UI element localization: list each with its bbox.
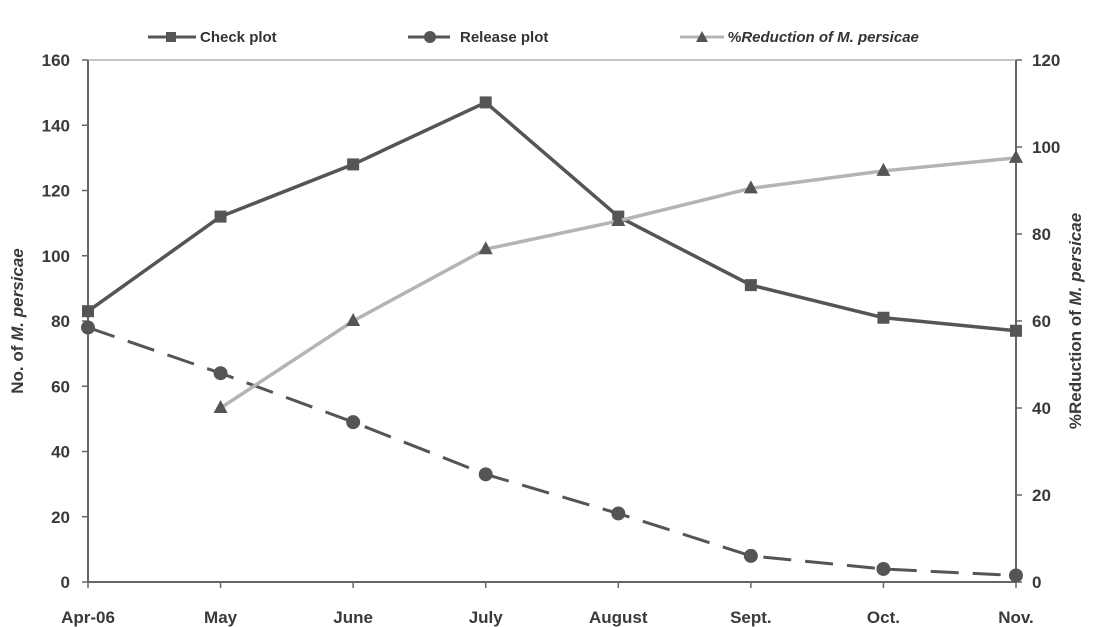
release-plot-point — [876, 561, 891, 576]
y-tick-label: 120 — [42, 182, 70, 201]
release-plot-point — [213, 366, 228, 381]
legend-release-plot-label: Release plot — [460, 29, 548, 46]
release-plot-point — [743, 548, 758, 563]
reduction-point — [1009, 149, 1023, 163]
reduction-point — [478, 241, 493, 255]
y-tick-label: 60 — [51, 377, 70, 396]
y-axis-title: No. of M. persicae — [8, 248, 27, 394]
x-tick-label: August — [589, 608, 648, 627]
y2-tick-label: 80 — [1032, 225, 1051, 244]
y2-tick-label: 120 — [1032, 51, 1060, 70]
legend-check-plot-label: Check plot — [200, 29, 277, 46]
y-tick-label: 20 — [51, 508, 70, 527]
y2-tick-label: 20 — [1032, 486, 1051, 505]
check-plot-point — [877, 311, 890, 324]
reduction-point — [743, 180, 758, 194]
reduction-point — [876, 162, 891, 176]
release-plot-point — [81, 320, 95, 335]
x-tick-label: July — [469, 608, 504, 627]
check-plot-point — [347, 158, 360, 171]
legend-reduction-label: %Reduction of M. persicae — [728, 29, 919, 46]
x-tick-label: Apr-06 — [61, 608, 115, 627]
reduction-point — [213, 400, 228, 413]
check-plot-point — [744, 279, 757, 292]
y-tick-label: 160 — [42, 51, 70, 70]
legend: Check plot Release plot %Reduction of M.… — [148, 29, 919, 46]
reduction-series-line — [219, 156, 1017, 410]
x-tick-label: Nov. — [998, 608, 1034, 627]
y2-tick-label: 100 — [1032, 138, 1060, 157]
y-tick-label: 80 — [51, 312, 70, 331]
release-plot-point — [478, 467, 493, 482]
check-plot-point — [214, 210, 227, 223]
y-tick-label: 100 — [42, 247, 70, 266]
reduction-point — [346, 313, 361, 326]
x-tick-label: June — [333, 608, 373, 627]
legend-reduction-marker — [696, 31, 708, 42]
legend-check-plot-marker — [166, 32, 176, 42]
y2-tick-label: 40 — [1032, 399, 1051, 418]
y2-axis-title: %Reduction of M. persicae — [1066, 213, 1085, 429]
legend-release-plot-marker — [424, 31, 436, 43]
x-tick-label: May — [204, 608, 238, 627]
x-tick-label: Oct. — [867, 608, 900, 627]
y-tick-label: 140 — [42, 116, 70, 135]
check-plot-point — [479, 96, 492, 109]
y2-tick-label: 0 — [1032, 573, 1041, 592]
check-plot-point — [1010, 324, 1022, 337]
release-plot-point — [346, 415, 361, 430]
check-plot-series-line — [86, 100, 1017, 333]
reduction-point — [611, 212, 626, 226]
y2-tick-label: 60 — [1032, 312, 1051, 331]
release-plot-point — [611, 506, 626, 521]
release-plot-series-line — [87, 326, 1017, 577]
release-plot-point — [1009, 568, 1023, 583]
check-plot-point — [82, 305, 94, 318]
y-tick-label: 0 — [61, 573, 70, 592]
x-tick-label: Sept. — [730, 608, 772, 627]
y-tick-label: 40 — [51, 443, 70, 462]
